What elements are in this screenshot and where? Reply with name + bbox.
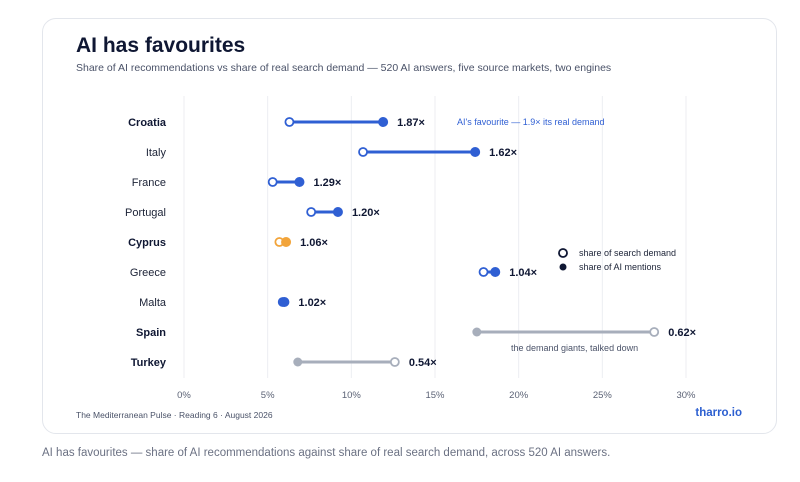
- brand-link[interactable]: tharro.io: [695, 407, 742, 419]
- row-label: Portugal: [125, 207, 166, 219]
- figure-caption: AI has favourites — share of AI recommen…: [42, 447, 611, 459]
- ratio-label: 1.29×: [313, 177, 341, 189]
- ratio-label: 1.87×: [397, 117, 425, 129]
- legend-demand-label: share of search demand: [579, 248, 676, 258]
- row-label: Turkey: [131, 357, 167, 369]
- ratio-label: 1.62×: [489, 147, 517, 159]
- row-label: Croatia: [128, 117, 167, 129]
- x-tick-label: 0%: [177, 390, 191, 401]
- row-label: Italy: [146, 147, 167, 159]
- chart-card: [42, 18, 777, 434]
- ratio-label: 1.04×: [509, 267, 537, 279]
- row-label: France: [132, 177, 166, 189]
- demand-share-point: [267, 177, 278, 187]
- demand-share-point: [478, 267, 489, 277]
- row-label: Cyprus: [128, 237, 166, 249]
- ai-share-point: [279, 297, 290, 307]
- demand-share-point: [284, 117, 295, 127]
- ai-share-point: [378, 117, 389, 127]
- ratio-label: 0.54×: [409, 357, 437, 369]
- ai-share-point: [332, 207, 343, 217]
- ratio-label: 1.06×: [300, 237, 328, 249]
- demand-share-point: [649, 327, 660, 337]
- demand-share-point: [306, 207, 317, 217]
- x-tick-label: 20%: [509, 390, 529, 401]
- ai-share-point: [470, 147, 481, 157]
- legend-ai-marker: [559, 263, 567, 271]
- ai-share-point: [293, 357, 303, 367]
- ai-share-point: [472, 327, 482, 337]
- x-tick-label: 5%: [261, 390, 275, 401]
- legend-ai-label: share of AI mentions: [579, 262, 662, 272]
- demand-share-point: [358, 147, 368, 157]
- legend-demand-marker: [558, 248, 568, 258]
- ratio-label: 1.20×: [352, 207, 380, 219]
- ratio-label: 0.62×: [668, 327, 696, 339]
- x-tick-label: 25%: [593, 390, 613, 401]
- x-tick-label: 15%: [425, 390, 445, 401]
- annotation-demand-giants: the demand giants, talked down: [511, 343, 638, 353]
- chart-subtitle: Share of AI recommendations vs share of …: [76, 62, 612, 74]
- chart-title: AI has favourites: [76, 34, 246, 57]
- x-tick-label: 30%: [676, 390, 696, 401]
- footer-source: The Mediterranean Pulse · Reading 6 · Au…: [76, 410, 273, 420]
- annotation-favourite: AI's favourite — 1.9× its real demand: [457, 117, 605, 127]
- row-label: Greece: [130, 267, 166, 279]
- demand-share-point: [389, 357, 400, 367]
- ai-share-point: [490, 267, 501, 277]
- row-label: Malta: [139, 297, 167, 309]
- row-label: Spain: [136, 327, 166, 339]
- ai-share-point: [281, 237, 292, 247]
- ratio-label: 1.02×: [298, 297, 326, 309]
- x-tick-label: 10%: [342, 390, 362, 401]
- ai-share-point: [294, 177, 305, 187]
